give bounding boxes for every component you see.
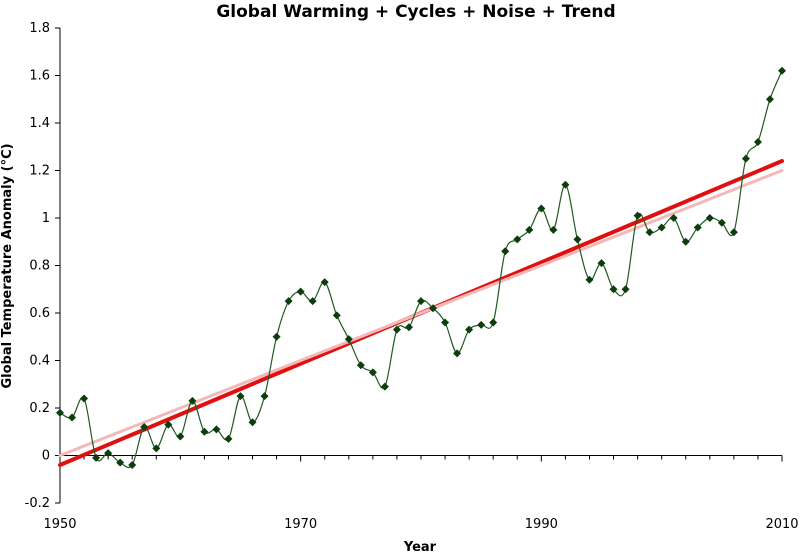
data-point xyxy=(561,180,570,189)
y-tick-label: 0 xyxy=(42,449,50,464)
y-tick-label: -0.2 xyxy=(25,496,50,511)
data-point xyxy=(681,237,690,246)
chart-title: Global Warming + Cycles + Noise + Trend xyxy=(216,2,615,22)
y-tick-label: 0.4 xyxy=(29,354,50,369)
data-point xyxy=(272,332,281,341)
y-tick-label: 1.4 xyxy=(29,116,50,131)
data-point xyxy=(717,218,726,227)
data-point xyxy=(489,318,498,327)
data-point xyxy=(441,318,450,327)
y-tick-label: 1 xyxy=(42,211,50,226)
data-point xyxy=(429,304,438,313)
data-point xyxy=(164,420,173,429)
data-point xyxy=(609,285,618,294)
data-point xyxy=(116,458,125,467)
data-point xyxy=(501,247,510,256)
data-point xyxy=(657,223,666,232)
data-point xyxy=(224,434,233,443)
data-point xyxy=(465,325,474,334)
x-tick-label: 1970 xyxy=(284,517,317,532)
data-point xyxy=(729,228,738,237)
data-point xyxy=(308,297,317,306)
data-point xyxy=(188,396,197,405)
data-point xyxy=(645,228,654,237)
data-point xyxy=(344,335,353,344)
data-point xyxy=(104,449,113,458)
x-axis-label: Year xyxy=(403,540,437,554)
data-point xyxy=(284,297,293,306)
data-point xyxy=(92,453,101,462)
y-tick-label: 0.8 xyxy=(29,259,50,274)
plot-area: -0.2 0 0.2 0.4 0.6 0.8 1 1.2 1.4 1.6 1.8 1950 1970 19… xyxy=(25,21,799,532)
data-point xyxy=(392,325,401,334)
data-point xyxy=(669,214,678,222)
data-point xyxy=(597,259,606,268)
data-point xyxy=(765,95,774,104)
data-point xyxy=(56,408,64,417)
data-point xyxy=(549,225,558,234)
data-point xyxy=(356,361,365,370)
data-point xyxy=(573,235,582,244)
data-point xyxy=(152,444,161,453)
series-line xyxy=(59,70,783,469)
data-point xyxy=(417,297,425,306)
data-point xyxy=(633,211,642,220)
data-point xyxy=(332,311,341,320)
data-point xyxy=(778,66,786,75)
data-point xyxy=(705,214,714,222)
y-tick-label: 0.2 xyxy=(29,401,50,416)
data-point xyxy=(621,285,630,294)
data-point xyxy=(404,323,413,332)
data-point xyxy=(320,278,329,287)
data-point xyxy=(453,349,462,358)
data-point xyxy=(693,223,702,232)
data-point xyxy=(525,225,534,234)
data-point xyxy=(296,287,305,296)
data-point xyxy=(128,461,137,469)
x-tick-label: 2010 xyxy=(765,517,798,532)
data-point xyxy=(477,320,486,329)
data-point xyxy=(537,204,546,213)
y-axis-label: Global Temperature Anomaly (°C) xyxy=(0,143,15,388)
data-point xyxy=(68,413,77,422)
data-point xyxy=(212,425,221,434)
data-point xyxy=(248,418,257,427)
y-tick-label: 0.6 xyxy=(29,306,50,321)
data-point xyxy=(513,235,522,244)
data-point xyxy=(236,392,245,401)
data-point xyxy=(368,368,377,377)
x-tick-label: 1990 xyxy=(525,517,558,532)
data-point xyxy=(741,154,750,163)
data-point xyxy=(585,275,594,284)
data-point xyxy=(140,423,149,431)
data-point xyxy=(753,138,762,146)
y-tick-label: 1.2 xyxy=(29,164,50,179)
data-point xyxy=(176,432,185,441)
data-point xyxy=(260,392,269,401)
data-point xyxy=(200,427,209,436)
y-tick-label: 1.8 xyxy=(29,21,50,36)
data-point xyxy=(80,394,89,403)
data-point xyxy=(380,382,389,391)
underlying-trend-line xyxy=(58,169,784,457)
y-tick-label: 1.6 xyxy=(29,69,50,84)
x-tick-label: 1950 xyxy=(43,517,76,532)
